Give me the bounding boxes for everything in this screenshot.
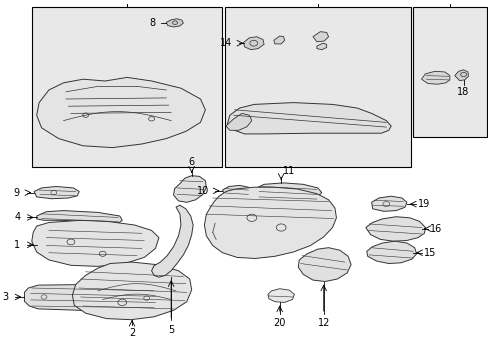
Text: 3: 3 [2,292,9,302]
Text: 18: 18 [456,87,469,97]
Polygon shape [298,248,350,282]
Polygon shape [312,32,328,42]
Text: 6: 6 [188,157,194,167]
Text: 4: 4 [14,212,20,222]
Polygon shape [366,241,416,264]
Polygon shape [34,186,79,199]
Polygon shape [454,70,468,81]
Polygon shape [37,211,122,224]
Polygon shape [365,217,425,241]
Polygon shape [24,284,162,310]
Polygon shape [421,71,449,84]
Polygon shape [316,43,326,50]
Polygon shape [72,262,191,320]
Polygon shape [151,205,193,277]
Text: 10: 10 [197,186,209,196]
Text: 19: 19 [417,199,429,209]
Polygon shape [32,220,159,266]
Text: 11: 11 [282,166,294,176]
Text: 16: 16 [429,224,442,234]
Text: 14: 14 [220,38,232,48]
Polygon shape [225,113,251,130]
Text: 12: 12 [317,318,329,328]
Polygon shape [243,37,264,50]
Polygon shape [166,19,183,27]
Text: 15: 15 [424,248,436,258]
Polygon shape [267,289,294,302]
Polygon shape [222,185,250,197]
Text: 2: 2 [129,328,135,338]
Polygon shape [37,77,205,148]
Polygon shape [173,176,206,202]
Text: 1: 1 [14,240,20,250]
Polygon shape [204,187,336,258]
Polygon shape [256,183,321,202]
Bar [412,7,486,137]
Bar [32,7,222,167]
Text: 20: 20 [273,318,285,328]
Text: 5: 5 [168,325,174,335]
Bar [224,7,410,167]
Text: 9: 9 [13,188,20,198]
Polygon shape [273,36,284,44]
Polygon shape [371,196,406,211]
Text: 8: 8 [149,18,155,28]
Polygon shape [227,103,390,134]
